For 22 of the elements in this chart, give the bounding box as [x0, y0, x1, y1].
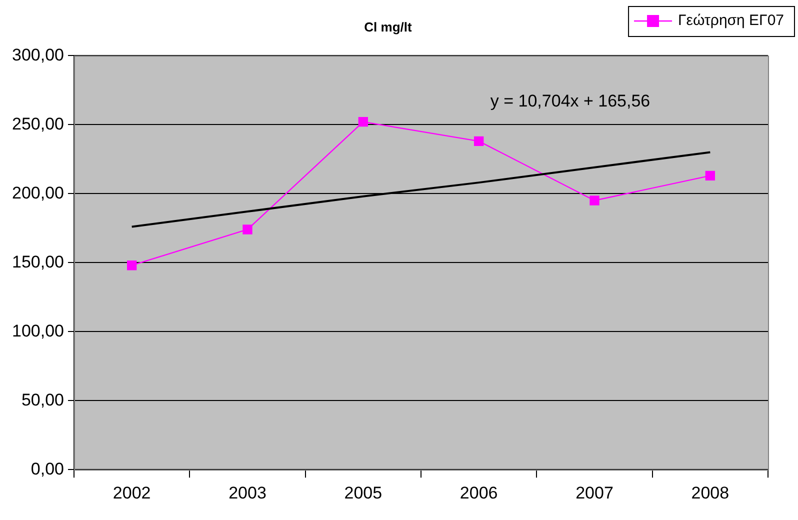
chart-title: Cl mg/lt — [364, 19, 412, 34]
y-tick-label: 300,00 — [12, 45, 64, 64]
point — [358, 117, 368, 127]
x-tick-label: 2007 — [576, 483, 614, 502]
point — [126, 260, 137, 270]
x-tick-label: 2002 — [112, 483, 151, 502]
x-tick-label: 2006 — [460, 483, 498, 502]
x-tick-label: 2008 — [691, 483, 730, 502]
legend-label: Γεώτρηση ΕΓ07 — [678, 12, 784, 30]
y-tick-label: 100,00 — [12, 321, 64, 340]
point — [242, 224, 252, 234]
y-tick-label: 50,00 — [21, 390, 64, 410]
y-tick-label: 0,00 — [30, 459, 64, 478]
point — [474, 136, 484, 146]
y-tick-label: 250,00 — [12, 114, 64, 134]
x-tick-label: 2005 — [344, 483, 382, 502]
x-tick-label: 2003 — [228, 483, 266, 502]
annotation: y = 10,704x + 165,56 — [490, 91, 650, 110]
point — [590, 196, 600, 206]
point — [705, 170, 716, 181]
y-tick-label: 150,00 — [12, 252, 64, 272]
y-tick-label: 200,00 — [12, 183, 64, 202]
